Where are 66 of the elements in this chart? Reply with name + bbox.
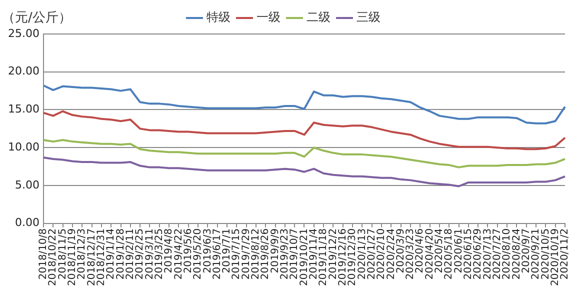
x-tick-label: 2019/10/7 bbox=[289, 228, 300, 280]
x-tick-label: 2020/2/10 bbox=[376, 228, 388, 280]
x-tick-label: 2019/12/2 bbox=[328, 228, 339, 280]
x-tick-label: 2019/9/9 bbox=[270, 228, 281, 274]
y-tick-label: 10.00 bbox=[8, 140, 40, 154]
x-tick-label: 2019/4/22 bbox=[173, 228, 184, 280]
x-tick-label: 2018/12/3 bbox=[76, 228, 88, 280]
x-tick-label: 2018/11/5 bbox=[57, 228, 68, 280]
x-tick-label: 2018/11/19 bbox=[67, 228, 78, 286]
x-tick-label: 2019/2/11 bbox=[125, 228, 136, 280]
x-tick-label: 2019/12/16 bbox=[337, 228, 348, 286]
y-tick-label: 20.00 bbox=[8, 64, 40, 78]
x-tick-label: 2019/4/8 bbox=[164, 228, 175, 274]
x-tick-label: 2020/6/15 bbox=[463, 228, 474, 280]
x-tick-label: 2020/6/29 bbox=[472, 228, 484, 280]
y-tick-label: 0.00 bbox=[14, 216, 40, 230]
x-tick-label: 2019/1/14 bbox=[106, 228, 117, 280]
x-tick-label: 2019/7/15 bbox=[231, 228, 242, 280]
x-tick-label: 2020/2/24 bbox=[386, 228, 397, 280]
x-tick-label: 2019/12/30 bbox=[347, 228, 358, 286]
x-tick-label: 2020/3/23 bbox=[405, 228, 416, 280]
x-tick-label: 2020/7/27 bbox=[492, 228, 503, 280]
x-tick-label: 2020/8/10 bbox=[502, 228, 513, 280]
x-tick-label: 2019/7/1 bbox=[222, 228, 233, 274]
x-tick-label: 2018/12/31 bbox=[96, 228, 108, 286]
x-tick-label: 2020/10/19 bbox=[550, 228, 561, 286]
legend-label: 一级 bbox=[256, 10, 280, 24]
x-tick-label: 2020/4/20 bbox=[424, 228, 436, 280]
legend-label: 二级 bbox=[306, 10, 330, 24]
x-tick-label: 2020/3/9 bbox=[395, 228, 406, 274]
x-tick-label: 2019/9/23 bbox=[280, 228, 291, 280]
x-tick-label: 2019/5/20 bbox=[192, 228, 204, 280]
x-tick-label: 2019/10/21 bbox=[298, 228, 310, 286]
legend-label: 特级 bbox=[206, 10, 230, 24]
y-tick-label: 25.00 bbox=[8, 26, 40, 40]
x-tick-label: 2019/3/11 bbox=[144, 228, 156, 280]
x-tick-label: 2018/12/17 bbox=[86, 228, 98, 286]
x-tick-label: 2020/8/24 bbox=[511, 228, 522, 280]
x-tick-label: 2019/8/26 bbox=[260, 228, 272, 280]
y-tick-label: 15.00 bbox=[8, 102, 40, 116]
x-tick-label: 2019/6/17 bbox=[212, 228, 223, 280]
x-tick-label: 2020/6/1 bbox=[453, 228, 464, 274]
legend-label: 三级 bbox=[356, 10, 380, 24]
y-axis-title: （元/公斤） bbox=[2, 10, 72, 26]
x-tick-label: 2020/5/18 bbox=[444, 228, 455, 280]
x-tick-label: 2020/9/7 bbox=[520, 228, 532, 274]
x-tick-label: 2018/10/22 bbox=[48, 228, 59, 286]
x-tick-label: 2019/11/18 bbox=[318, 228, 330, 286]
y-tick-label: 5.00 bbox=[14, 178, 40, 192]
x-tick-label: 2020/5/4 bbox=[434, 228, 446, 274]
x-tick-label: 2019/2/25 bbox=[134, 228, 146, 280]
x-tick-label: 2020/1/27 bbox=[366, 228, 378, 280]
x-tick-label: 2020/4/6 bbox=[414, 228, 426, 274]
x-tick-label: 2019/1/28 bbox=[115, 228, 126, 280]
x-tick-label: 2020/1/13 bbox=[356, 228, 368, 280]
x-tick-label: 2020/9/21 bbox=[530, 228, 542, 280]
x-tick-label: 2020/10/5 bbox=[540, 228, 552, 280]
x-tick-label: 2019/7/29 bbox=[240, 228, 252, 280]
x-tick-label: 2019/5/6 bbox=[182, 228, 194, 274]
x-tick-label: 2018/10/8 bbox=[38, 228, 50, 280]
x-tick-label: 2019/6/3 bbox=[202, 228, 214, 274]
x-tick-label: 2019/11/4 bbox=[308, 228, 320, 280]
x-tick-label: 2019/3/25 bbox=[154, 228, 165, 280]
x-tick-label: 2019/8/12 bbox=[250, 228, 262, 280]
x-tick-label: 2020/11/2 bbox=[560, 228, 571, 280]
x-tick-label: 2020/7/13 bbox=[482, 228, 494, 280]
